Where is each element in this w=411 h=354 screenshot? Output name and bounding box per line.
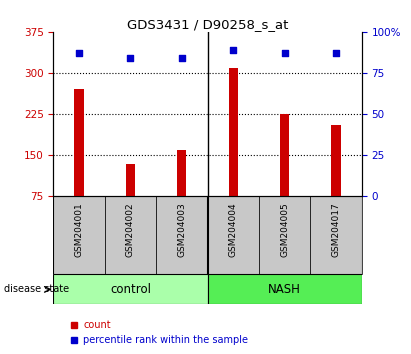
Title: GDS3431 / D90258_s_at: GDS3431 / D90258_s_at — [127, 18, 288, 31]
Bar — [126, 164, 135, 196]
Text: GSM204003: GSM204003 — [178, 203, 186, 257]
Text: disease state: disease state — [4, 284, 69, 295]
Text: GSM204017: GSM204017 — [332, 203, 340, 257]
Point — [127, 55, 134, 61]
Text: GSM204004: GSM204004 — [229, 203, 238, 257]
Text: GSM204002: GSM204002 — [126, 203, 135, 257]
Bar — [53, 274, 208, 304]
Bar — [280, 114, 289, 196]
Text: NASH: NASH — [268, 283, 301, 296]
Bar — [105, 196, 156, 274]
Bar — [74, 90, 84, 196]
Point — [333, 50, 339, 56]
Text: GSM204005: GSM204005 — [280, 203, 289, 257]
Bar — [259, 196, 310, 274]
Bar — [310, 196, 362, 274]
Bar — [156, 196, 208, 274]
Bar — [229, 68, 238, 196]
Point — [178, 55, 185, 61]
Bar — [208, 274, 362, 304]
Text: GSM204001: GSM204001 — [75, 203, 83, 257]
Bar — [331, 125, 341, 196]
Point — [230, 47, 237, 53]
Bar — [177, 150, 187, 196]
Point — [76, 50, 82, 56]
Legend: count, percentile rank within the sample: count, percentile rank within the sample — [67, 316, 252, 349]
Bar — [208, 196, 259, 274]
Bar — [53, 196, 105, 274]
Text: control: control — [110, 283, 151, 296]
Point — [281, 50, 288, 56]
